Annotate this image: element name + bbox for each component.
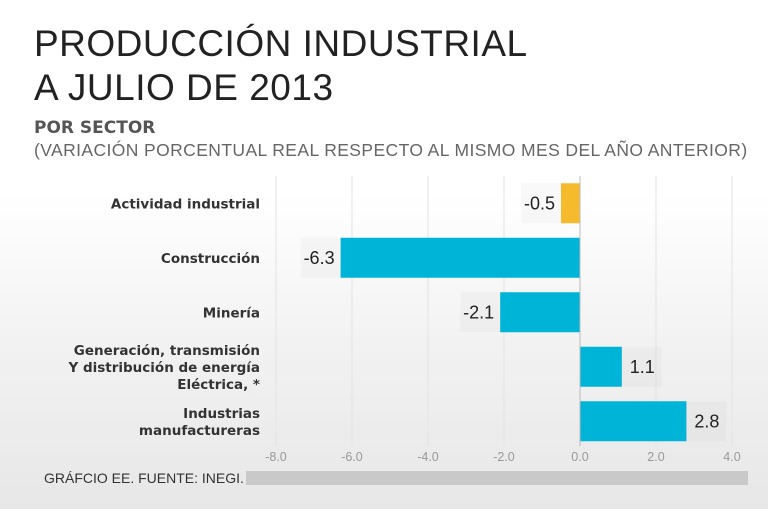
value-label: 1.1 — [630, 357, 655, 377]
bar — [561, 183, 580, 224]
chart-title-line-1: PRODUCCIÓN INDUSTRIAL — [34, 23, 528, 64]
category-label: manufactureras — [139, 423, 260, 439]
x-tick-label: 2.0 — [647, 450, 664, 464]
chart-note: (VARIACIÓN PORCENTUAL REAL RESPECTO AL M… — [34, 140, 748, 160]
x-tick-label: 4.0 — [723, 450, 740, 464]
x-tick-label: -2.0 — [493, 450, 515, 464]
category-label: Industrias — [183, 406, 260, 422]
x-tick-label: -8.0 — [265, 450, 287, 464]
category-label: Actividad industrial — [111, 196, 260, 212]
category-label: Eléctrica, * — [177, 377, 260, 393]
x-tick-label: 0.0 — [571, 450, 588, 464]
category-label: Generación, transmisión — [74, 343, 260, 359]
value-label: -6.3 — [304, 248, 335, 268]
category-label: Y distribución de energía — [67, 360, 260, 376]
x-tick-label: -6.0 — [341, 450, 363, 464]
bar — [580, 401, 687, 442]
value-label: -0.5 — [524, 193, 555, 213]
footer-bar — [246, 471, 748, 485]
value-label: -2.1 — [463, 302, 494, 322]
bar — [500, 292, 580, 333]
x-tick-label: -4.0 — [417, 450, 439, 464]
chart-subtitle: POR SECTOR — [34, 118, 156, 138]
category-label: Minería — [203, 305, 260, 321]
chart-title-line-2: A JULIO DE 2013 — [34, 67, 334, 108]
value-label: 2.8 — [694, 411, 719, 431]
bar — [340, 237, 580, 278]
bar — [580, 346, 622, 387]
category-label: Construcción — [161, 251, 260, 267]
source-footer: GRÁFCIO EE. FUENTE: INEGI. — [44, 470, 244, 486]
chart-title: PRODUCCIÓN INDUSTRIAL A JULIO DE 2013 — [34, 22, 528, 110]
